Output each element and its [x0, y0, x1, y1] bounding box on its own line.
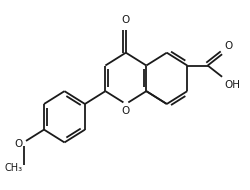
Text: O: O — [224, 41, 232, 51]
Text: OH: OH — [224, 80, 240, 90]
Text: O: O — [122, 106, 130, 116]
Text: CH₃: CH₃ — [4, 163, 22, 173]
Text: O: O — [14, 139, 22, 149]
Text: O: O — [122, 15, 130, 25]
